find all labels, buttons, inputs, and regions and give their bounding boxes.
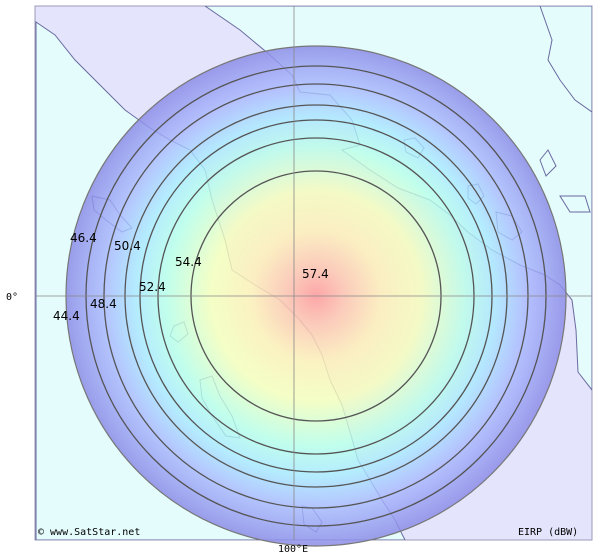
island-4 xyxy=(559,195,591,213)
contour-label: 44.4 xyxy=(53,309,80,323)
unit-label: EIRP (dBW) xyxy=(518,527,578,538)
contour-label: 50.4 xyxy=(114,239,141,253)
longitude-label: 100°E xyxy=(278,544,308,555)
island-9 xyxy=(539,149,557,177)
latitude-label: 0° xyxy=(6,292,18,303)
borneo-landmass xyxy=(539,6,592,113)
contour-label: 46.4 xyxy=(70,231,97,245)
credit-text: © www.SatStar.net xyxy=(38,527,140,538)
contour-label: 52.4 xyxy=(139,280,166,294)
contour-label-peak: 57.4 xyxy=(302,267,329,281)
contour-label: 54.4 xyxy=(175,255,202,269)
contour-label: 48.4 xyxy=(90,297,117,311)
